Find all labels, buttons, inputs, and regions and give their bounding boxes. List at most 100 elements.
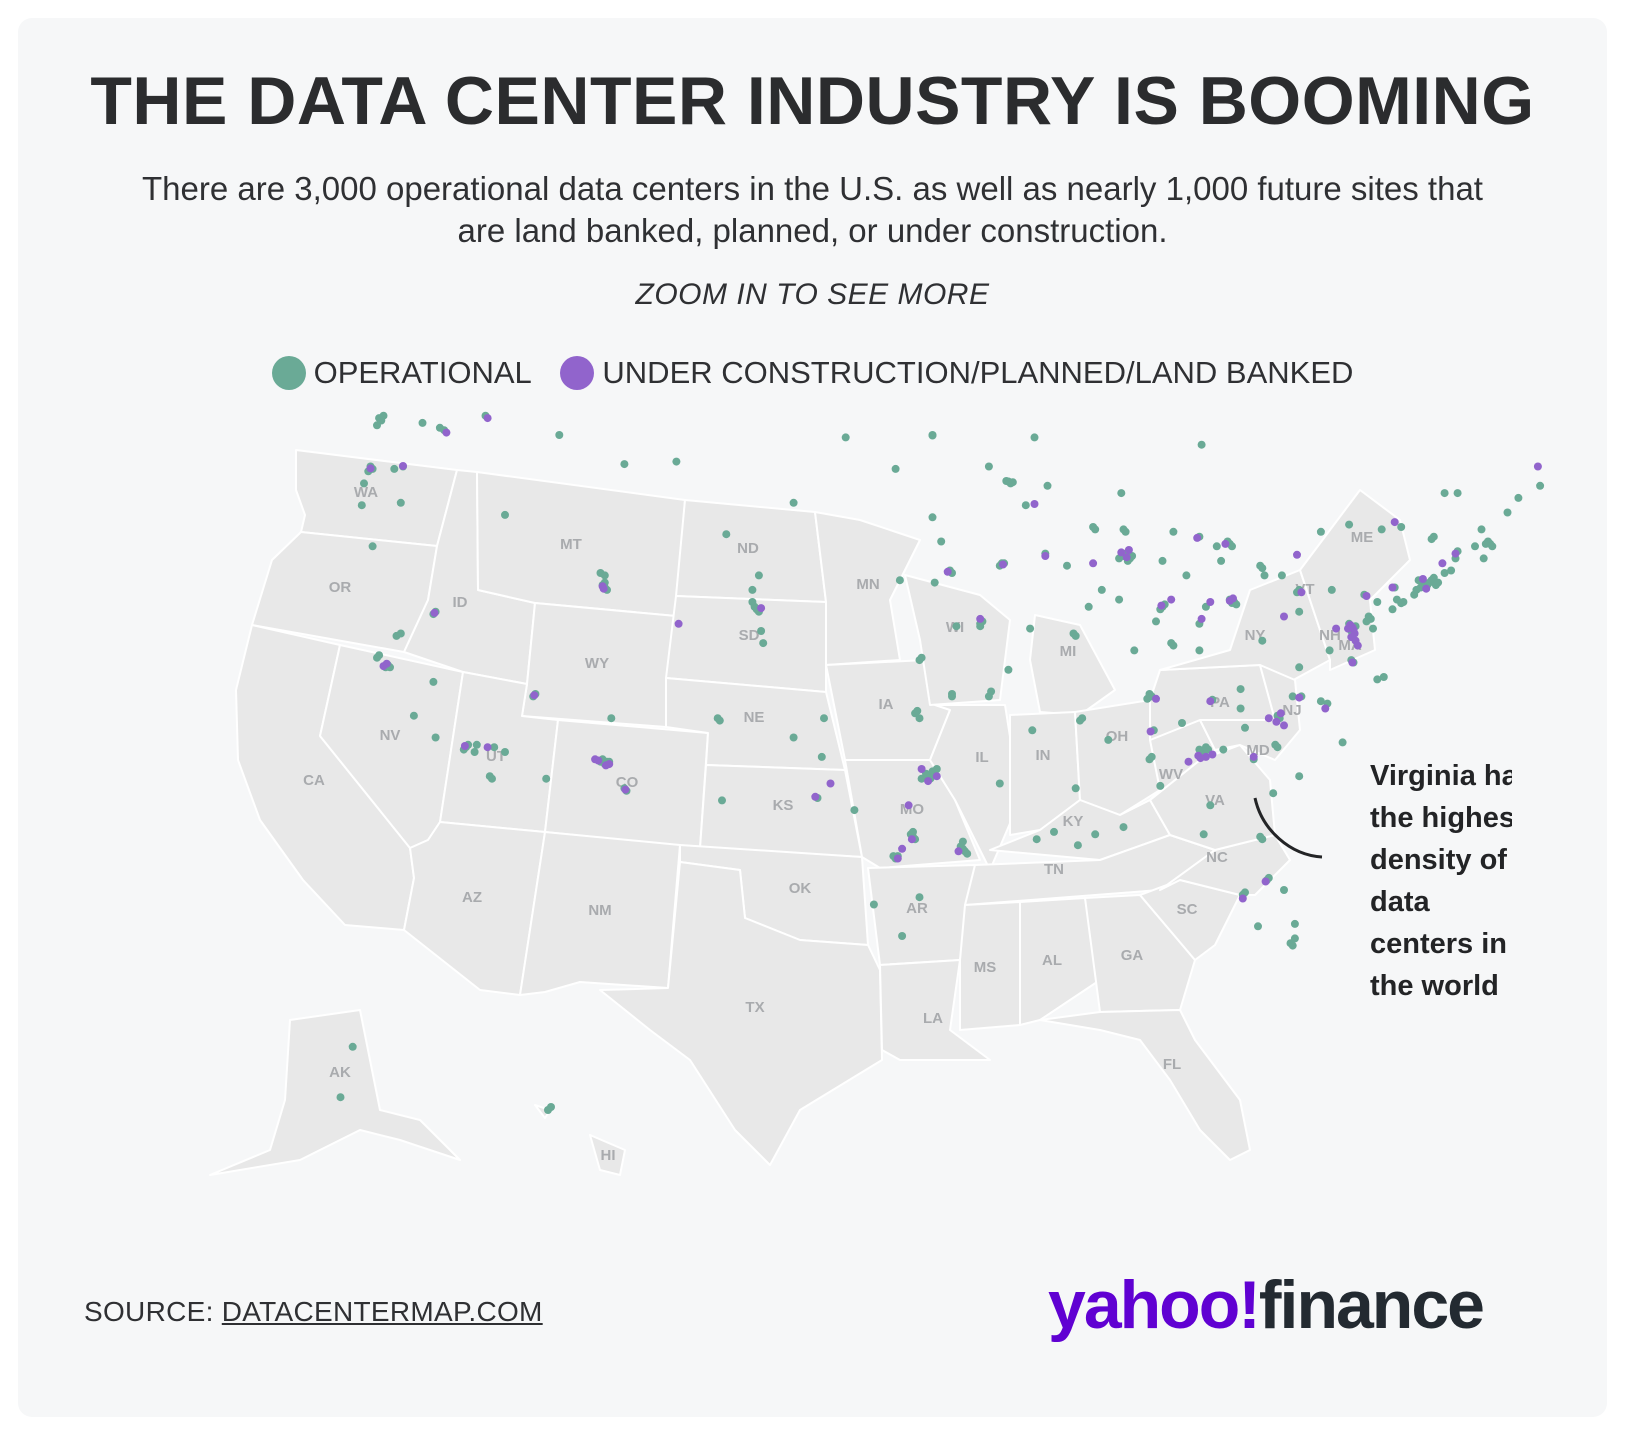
data-center-point-operational[interactable]	[1362, 617, 1371, 626]
data-center-point-planned[interactable]	[674, 619, 683, 628]
data-center-point-operational[interactable]	[995, 779, 1004, 788]
data-center-point-operational[interactable]	[948, 692, 956, 701]
data-center-point-operational[interactable]	[390, 464, 399, 473]
data-center-point-planned[interactable]	[924, 777, 933, 786]
data-center-point-operational[interactable]	[1477, 525, 1486, 534]
data-center-point-operational[interactable]	[1453, 489, 1462, 498]
data-center-point-operational[interactable]	[1236, 685, 1245, 694]
data-center-point-operational[interactable]	[600, 571, 609, 580]
data-center-point-operational[interactable]	[1254, 922, 1262, 931]
data-center-point-operational[interactable]	[757, 627, 766, 635]
data-center-point-operational[interactable]	[1115, 595, 1124, 604]
yahoo-finance-logo[interactable]: yahoo!finance	[1048, 1266, 1485, 1344]
data-center-point-operational[interactable]	[1130, 646, 1139, 655]
data-center-point-planned[interactable]	[1184, 757, 1193, 766]
data-center-point-planned[interactable]	[530, 691, 539, 700]
state-shape-ms[interactable]	[959, 901, 1021, 1031]
data-center-point-planned[interactable]	[1264, 714, 1273, 723]
data-center-point-planned[interactable]	[1194, 751, 1203, 760]
data-center-point-operational[interactable]	[490, 743, 499, 752]
data-center-point-operational[interactable]	[620, 460, 629, 469]
data-center-point-operational[interactable]	[1338, 738, 1347, 747]
state-shape-ga[interactable]	[1084, 894, 1196, 1013]
data-center-point-operational[interactable]	[1440, 569, 1449, 577]
data-center-point-planned[interactable]	[1124, 546, 1133, 554]
data-center-point-planned[interactable]	[399, 462, 407, 470]
data-center-point-operational[interactable]	[869, 900, 878, 909]
data-center-point-operational[interactable]	[1447, 566, 1456, 575]
data-center-point-operational[interactable]	[1327, 585, 1336, 594]
legend-item-operational[interactable]: OPERATIONAL	[271, 355, 532, 391]
data-center-point-operational[interactable]	[1030, 433, 1039, 442]
data-center-point-operational[interactable]	[1269, 789, 1278, 798]
data-center-point-planned[interactable]	[599, 584, 608, 593]
data-center-point-operational[interactable]	[470, 748, 479, 756]
data-center-point-planned[interactable]	[1238, 894, 1247, 903]
data-center-point-planned[interactable]	[1390, 518, 1399, 527]
data-center-point-operational[interactable]	[713, 714, 722, 723]
data-center-point-operational[interactable]	[488, 774, 496, 783]
data-center-point-operational[interactable]	[1481, 539, 1490, 548]
data-center-point-planned[interactable]	[1152, 694, 1160, 703]
data-center-point-operational[interactable]	[820, 714, 828, 723]
state-shape-sd[interactable]	[665, 595, 827, 693]
data-center-point-planned[interactable]	[605, 760, 614, 769]
data-center-point-operational[interactable]	[555, 431, 564, 439]
data-center-point-planned[interactable]	[1206, 598, 1215, 606]
data-center-point-operational[interactable]	[754, 571, 763, 580]
data-center-point-operational[interactable]	[789, 498, 798, 507]
data-center-point-operational[interactable]	[850, 806, 859, 815]
data-center-point-operational[interactable]	[1316, 527, 1325, 536]
data-center-point-operational[interactable]	[1032, 835, 1041, 844]
data-center-point-planned[interactable]	[382, 659, 391, 668]
data-center-point-planned[interactable]	[1321, 704, 1330, 713]
data-center-point-planned[interactable]	[366, 464, 375, 473]
data-center-point-operational[interactable]	[915, 893, 924, 902]
data-center-point-operational[interactable]	[1379, 673, 1388, 681]
data-center-point-planned[interactable]	[1418, 575, 1427, 583]
data-center-point-operational[interactable]	[1295, 663, 1304, 672]
state-shape-ne-states[interactable]	[1299, 489, 1411, 671]
state-shape-al[interactable]	[1019, 897, 1101, 1026]
data-center-point-operational[interactable]	[963, 849, 972, 858]
data-center-point-operational[interactable]	[1392, 595, 1401, 604]
data-center-point-operational[interactable]	[1143, 694, 1152, 703]
data-center-point-operational[interactable]	[930, 578, 939, 587]
data-center-point-operational[interactable]	[1021, 501, 1030, 510]
data-center-point-operational[interactable]	[1028, 726, 1037, 735]
data-center-point-operational[interactable]	[1008, 478, 1017, 487]
data-center-point-planned[interactable]	[932, 772, 941, 781]
data-center-point-operational[interactable]	[607, 714, 616, 723]
data-center-point-operational[interactable]	[1199, 830, 1208, 839]
data-center-point-planned[interactable]	[1208, 750, 1217, 759]
data-center-point-operational[interactable]	[937, 537, 946, 546]
data-center-point-planned[interactable]	[591, 755, 600, 764]
data-center-point-operational[interactable]	[1212, 542, 1221, 551]
data-center-point-planned[interactable]	[483, 414, 492, 423]
state-shape-ak[interactable]	[209, 1009, 461, 1176]
data-center-point-operational[interactable]	[357, 501, 366, 510]
data-center-point-operational[interactable]	[895, 576, 904, 585]
data-center-point-operational[interactable]	[1158, 556, 1167, 565]
data-center-point-planned[interactable]	[917, 765, 926, 773]
data-center-point-operational[interactable]	[501, 510, 509, 519]
data-center-point-planned[interactable]	[1249, 752, 1258, 761]
data-center-point-operational[interactable]	[1169, 641, 1178, 650]
data-center-point-operational[interactable]	[1073, 841, 1082, 850]
data-center-point-operational[interactable]	[1206, 801, 1215, 810]
state-shape-wy[interactable]	[521, 602, 677, 728]
data-center-point-planned[interactable]	[621, 785, 630, 794]
data-center-point-operational[interactable]	[1377, 525, 1386, 534]
data-center-point-planned[interactable]	[1272, 717, 1281, 726]
state-shape-mn[interactable]	[814, 511, 921, 666]
data-center-point-operational[interactable]	[1050, 827, 1058, 836]
data-center-point-operational[interactable]	[1119, 823, 1128, 832]
data-center-point-operational[interactable]	[501, 748, 509, 756]
data-center-point-operational[interactable]	[759, 639, 768, 648]
data-center-point-operational[interactable]	[1121, 527, 1130, 536]
data-center-point-operational[interactable]	[1026, 624, 1035, 633]
data-center-point-planned[interactable]	[1362, 592, 1371, 600]
data-center-point-planned[interactable]	[1206, 697, 1215, 706]
data-center-point-operational[interactable]	[1219, 745, 1228, 754]
data-center-point-planned[interactable]	[904, 801, 913, 810]
